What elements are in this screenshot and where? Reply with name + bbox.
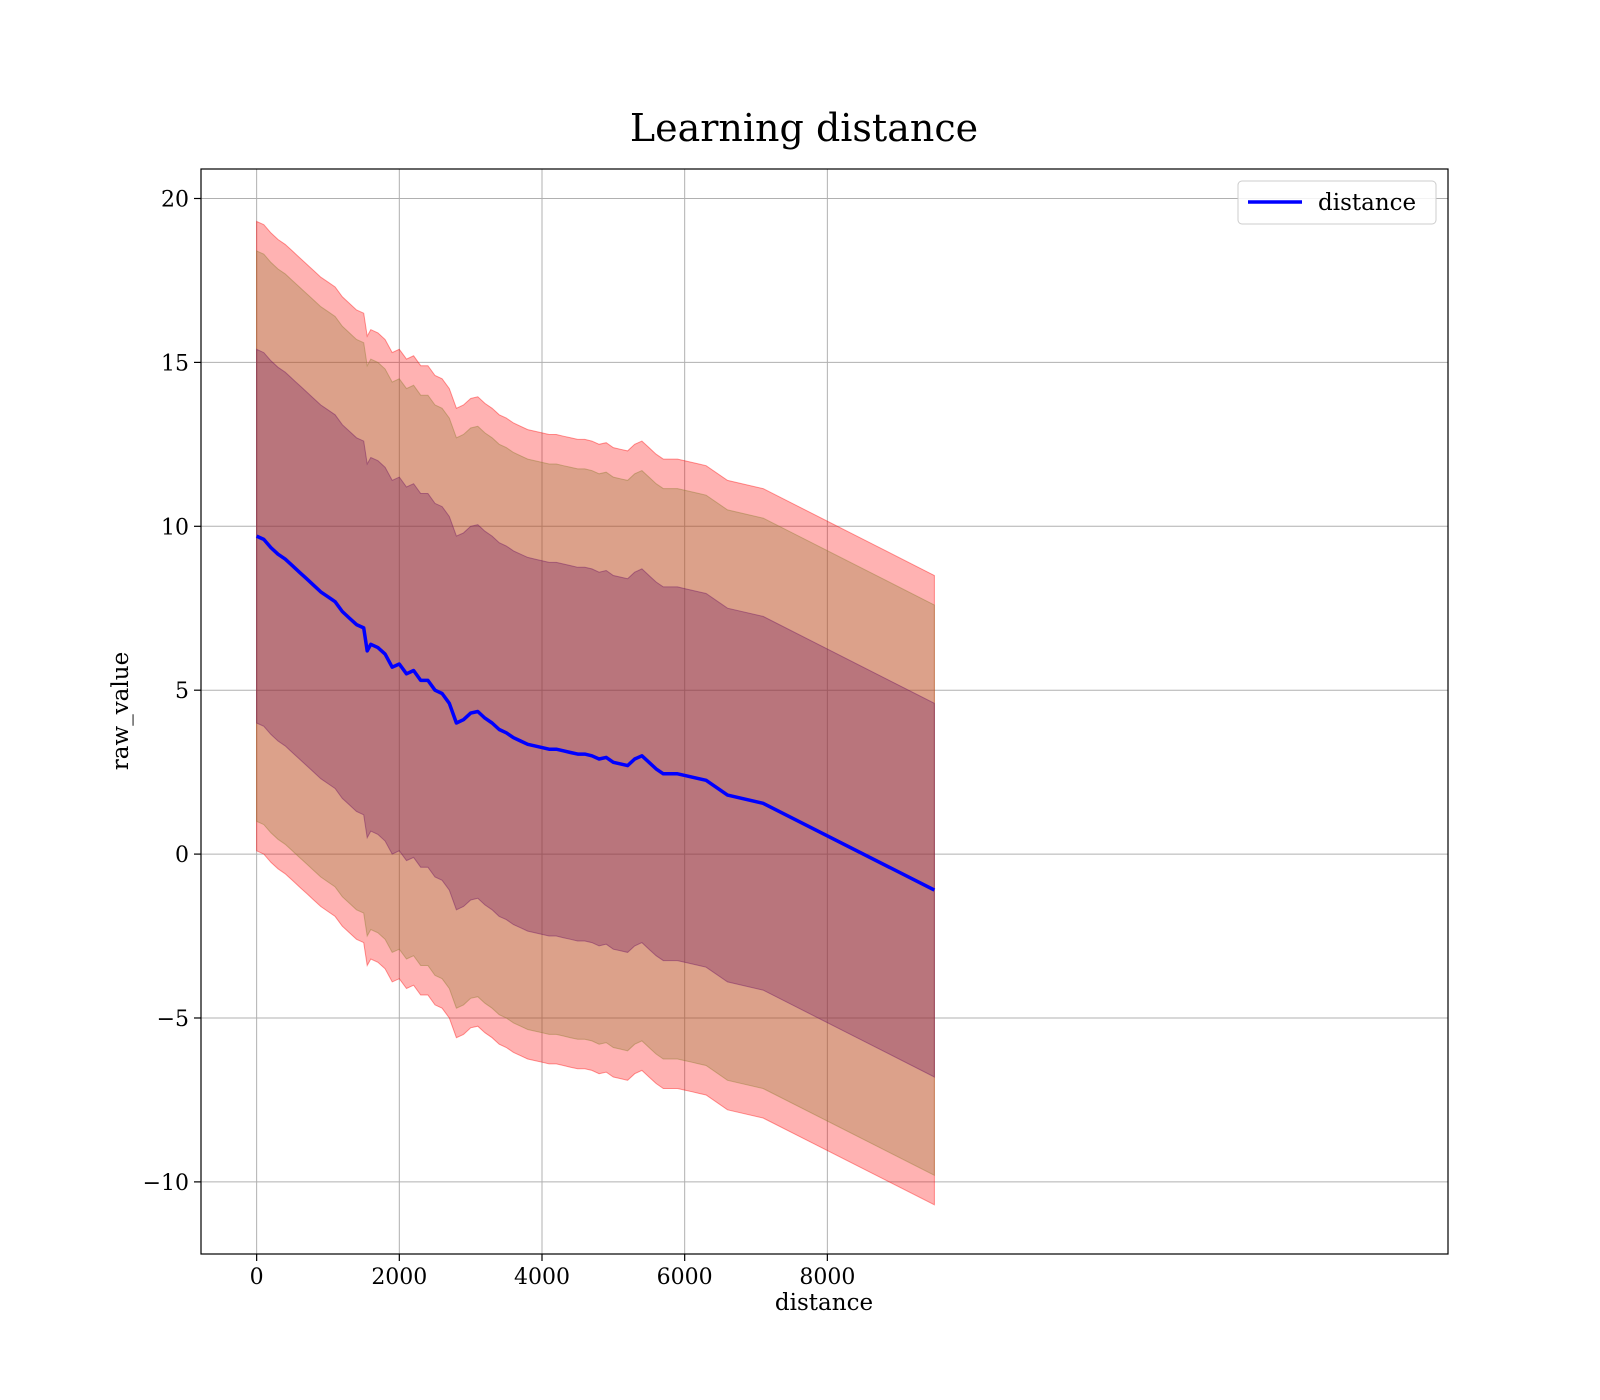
- x-axis-ticks: 0 2000 4000 6000 8000: [250, 1254, 855, 1290]
- y-axis-label: raw_value: [108, 652, 134, 770]
- confidence-bands: [256, 220, 935, 1206]
- x-tick-label: 4000: [514, 1265, 570, 1290]
- y-tick-label: 10: [161, 515, 189, 540]
- y-tick-label: 0: [175, 843, 189, 868]
- series-line-distance: [255, 534, 936, 892]
- series-lines: [255, 534, 936, 892]
- legend: distance: [1237, 180, 1437, 225]
- y-tick-label: −5: [157, 1007, 189, 1032]
- band-outer: [256, 220, 935, 1206]
- y-tick-label: 20: [161, 188, 189, 213]
- y-axis-ticks: −10 −5 0 5 10 15 20: [143, 188, 201, 1196]
- x-tick-label: 2000: [371, 1265, 427, 1290]
- y-tick-label: 15: [161, 351, 189, 376]
- x-tick-label: 8000: [799, 1265, 855, 1290]
- x-tick-label: 6000: [657, 1265, 713, 1290]
- plot-frame: [200, 168, 1449, 1255]
- band-middle: [256, 250, 935, 1177]
- y-tick-label: −10: [143, 1171, 189, 1196]
- y-tick-label: 5: [175, 679, 189, 704]
- legend-label-distance: distance: [1318, 190, 1416, 216]
- grid: [201, 169, 1448, 1254]
- band-inner: [256, 348, 935, 1078]
- legend-box: [1237, 180, 1437, 225]
- x-axis-label: distance: [775, 1290, 873, 1316]
- x-tick-label: 0: [250, 1265, 264, 1290]
- chart-title: Learning distance: [630, 106, 978, 150]
